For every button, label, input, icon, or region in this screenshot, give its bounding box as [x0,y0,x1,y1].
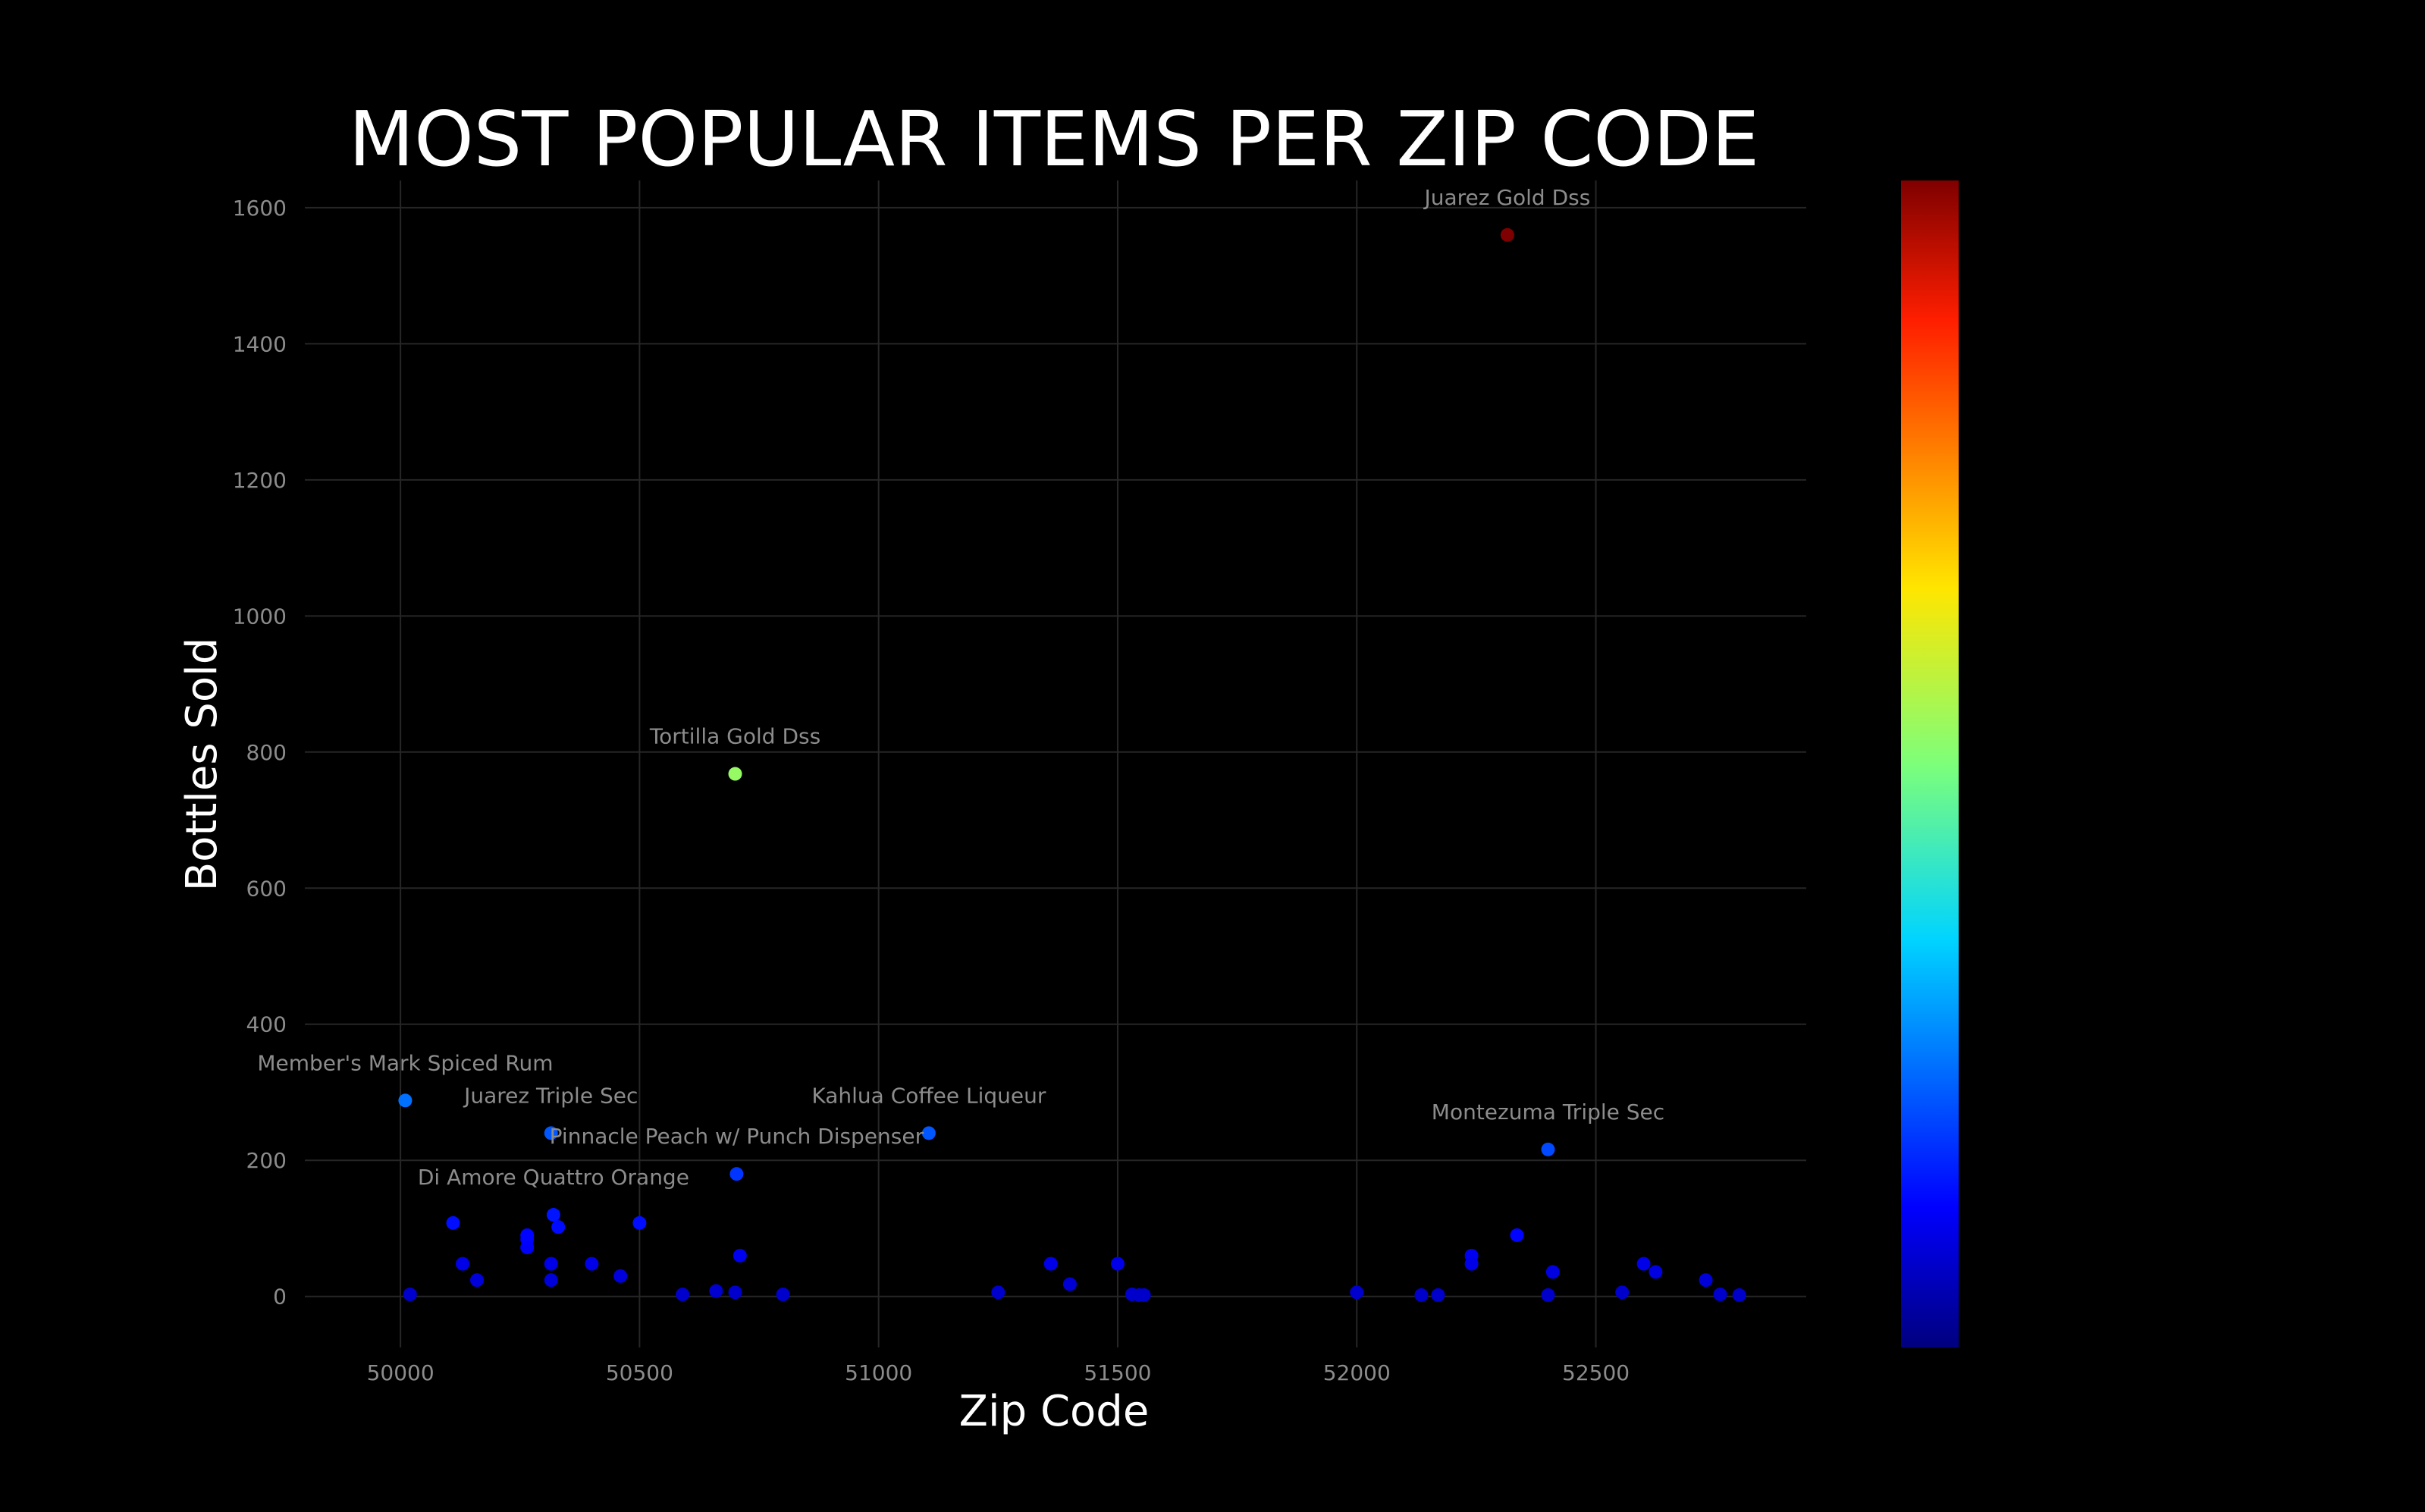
y-tick-label: 0 [273,1285,287,1310]
scatter-point [1464,1256,1479,1271]
x-tick-label: 52500 [1562,1360,1630,1385]
scatter-point [1062,1277,1077,1291]
scatter-point [544,1256,558,1271]
y-tick-label: 1200 [233,468,287,493]
scatter-point [1699,1273,1713,1288]
scatter-point [546,1208,560,1222]
scatter-point [544,1273,558,1288]
scatter-point [1137,1288,1151,1302]
scatter-point [1545,1265,1560,1279]
x-axis-label: Zip Code [959,1387,1150,1436]
point-label: Montezuma Triple Sec [1432,1099,1664,1125]
scatter-point [1110,1256,1125,1271]
scatter-point [1713,1288,1727,1302]
y-tick-label: 1400 [233,331,287,356]
scatter-point [991,1285,1005,1300]
scatter-point [776,1288,790,1302]
scatter-point [613,1269,628,1283]
scatter-point [1649,1265,1663,1279]
axis-ticks: 50000 50500 51000 51500 52000 52500 0 200 400 600… [233,196,1630,1385]
point-label: Di Amore Quattro Orange [418,1165,689,1190]
point-label: Kahlua Coffee Liqueur [811,1083,1046,1108]
x-tick-label: 51500 [1084,1360,1151,1385]
scatter-point [733,1248,747,1263]
grid-lines [305,180,1806,1347]
scatter-point [1500,227,1514,242]
scatter-point [1636,1256,1651,1271]
scatter-point [921,1126,936,1140]
x-tick-label: 52000 [1323,1360,1391,1385]
y-tick-label: 200 [246,1148,287,1173]
scatter-point [544,1126,558,1140]
y-tick-label: 800 [246,740,287,765]
scatter-point [1541,1288,1555,1302]
scatter-point [709,1284,723,1298]
scatter-point [1414,1288,1429,1302]
scatter-point [1350,1285,1364,1300]
scatter-point [728,1285,742,1300]
x-tick-label: 50500 [606,1360,673,1385]
chart-title: MOST POPULAR ITEMS PER ZIP CODE [349,95,1759,184]
point-annotations: Member's Mark Spiced Rum Juarez Triple Se… [257,185,1664,1190]
colorbar [1901,180,1959,1347]
scatter-point [470,1273,485,1288]
x-tick-label: 50000 [367,1360,434,1385]
scatter-point [551,1220,566,1234]
point-label: Member's Mark Spiced Rum [257,1050,553,1075]
point-label: Juarez Gold Dss [1423,185,1590,210]
scatter-point [403,1288,417,1302]
scatter-point [1615,1285,1630,1300]
y-tick-label: 1000 [233,604,287,629]
y-tick-label: 1600 [233,196,287,221]
x-tick-label: 51000 [845,1360,912,1385]
scatter-point [728,767,742,781]
y-tick-label: 400 [246,1012,287,1037]
scatter-point [585,1256,599,1271]
scatter-point [1043,1256,1058,1271]
scatter-point [398,1093,413,1108]
point-label: Juarez Triple Sec [463,1083,638,1108]
scatter-point [456,1256,470,1271]
point-label: Tortilla Gold Dss [649,724,820,749]
data-points [398,227,1746,1302]
scatter-point [729,1167,744,1181]
scatter-point [1510,1228,1524,1242]
scatter-point [676,1288,690,1302]
scatter-point [1431,1288,1445,1302]
y-axis-label: Bottles Sold [177,638,227,892]
scatter-point [446,1216,460,1230]
y-tick-label: 600 [246,876,287,901]
scatter-point [632,1216,647,1230]
scatter-point [1541,1142,1555,1156]
point-label: Pinnacle Peach w/ Punch Dispenser [550,1124,924,1149]
scatter-point [520,1228,535,1242]
scatter-point [1732,1288,1746,1302]
